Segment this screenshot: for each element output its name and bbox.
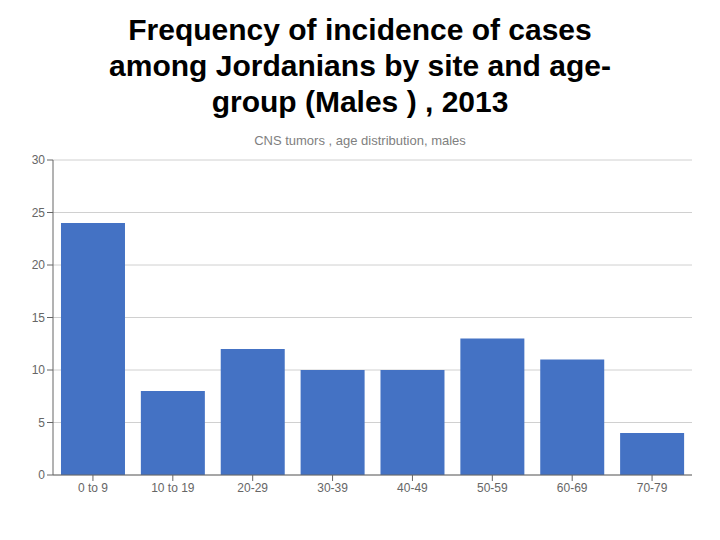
svg-text:5: 5 (38, 416, 45, 430)
svg-text:20-29: 20-29 (237, 481, 268, 495)
svg-text:30-39: 30-39 (317, 481, 348, 495)
svg-text:30: 30 (32, 153, 46, 167)
svg-text:20: 20 (32, 258, 46, 272)
svg-text:70-79: 70-79 (637, 481, 668, 495)
svg-text:15: 15 (32, 311, 46, 325)
svg-text:0 to 9: 0 to 9 (78, 481, 108, 495)
html-text:among Jordanians by site and a: among Jordanians by site and age- (109, 49, 611, 82)
html-text:Frequency of incidence of case: Frequency of incidence of cases (128, 13, 592, 46)
html-text:group (Males ) , 2013: group (Males ) , 2013 (211, 85, 509, 118)
svg-text:10 to 19: 10 to 19 (151, 481, 195, 495)
svg-text:25: 25 (32, 206, 46, 220)
svg-text:50-59: 50-59 (477, 481, 508, 495)
svg-text:10: 10 (32, 363, 46, 377)
html-text:CNS tumors , age distribution,: CNS tumors , age distribution, males (254, 133, 466, 148)
svg-text:0: 0 (38, 468, 45, 482)
svg-text:60-69: 60-69 (557, 481, 588, 495)
svg-text:40-49: 40-49 (397, 481, 428, 495)
